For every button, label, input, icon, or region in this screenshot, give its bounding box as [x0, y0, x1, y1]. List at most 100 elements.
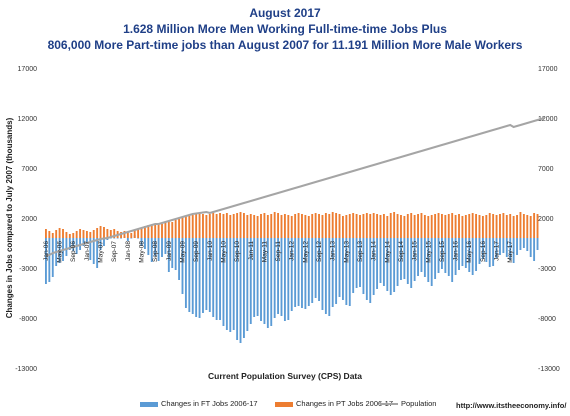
pt-bar — [420, 213, 423, 238]
pt-bar — [191, 215, 194, 238]
pt-bar — [324, 213, 327, 238]
pt-bar — [202, 214, 204, 238]
pt-bar — [423, 215, 426, 238]
pt-bar — [355, 214, 358, 238]
pt-bar — [188, 216, 191, 238]
pt-bar — [348, 214, 351, 238]
pt-bar — [536, 214, 539, 238]
ft-bar — [260, 238, 262, 321]
pt-bar — [256, 216, 259, 238]
x-tick-label: Jan-09 — [166, 241, 173, 261]
pt-bar — [222, 214, 225, 238]
pt-bar — [294, 214, 297, 238]
x-tick-label: May-15 — [425, 241, 432, 263]
x-tick-label: May-06 — [57, 241, 64, 263]
pt-bar — [314, 213, 317, 238]
pt-bar — [48, 231, 51, 238]
pt-bar — [58, 228, 61, 238]
pt-bar — [167, 221, 170, 238]
pt-bar — [144, 226, 146, 238]
x-tick-label: Sep-12 — [316, 241, 323, 262]
ft-bar — [342, 238, 344, 300]
ft-bar — [345, 238, 348, 305]
ft-bar — [499, 238, 501, 255]
population-line — [45, 117, 545, 257]
ft-bar — [348, 238, 351, 306]
ft-bar — [427, 238, 430, 282]
ft-bar — [522, 238, 525, 248]
pt-bar — [92, 230, 95, 238]
ft-bar — [471, 238, 474, 275]
pt-bar — [478, 215, 481, 238]
pt-bar — [437, 213, 440, 238]
pt-bar — [481, 216, 484, 238]
x-tick-label: Sep-09 — [193, 241, 200, 262]
ft-bar — [126, 238, 129, 241]
x-tick-label: Sep-15 — [439, 241, 446, 262]
pt-bar — [362, 214, 365, 238]
ft-bar — [434, 238, 437, 279]
pt-bar — [301, 214, 303, 238]
ft-bar — [505, 238, 508, 257]
pt-bar — [345, 215, 348, 238]
pt-bar — [181, 217, 184, 238]
ft-bar — [174, 238, 177, 270]
ft-bar — [147, 238, 150, 255]
ft-bar — [273, 238, 276, 318]
ft-bar — [437, 238, 440, 273]
pt-bar — [212, 213, 215, 238]
ft-bar — [137, 238, 140, 239]
x-tick-label: Jan-13 — [330, 241, 337, 261]
pt-bar — [150, 225, 153, 238]
pt-bar — [526, 215, 529, 238]
ft-bar — [144, 238, 146, 249]
x-tick-label: May-17 — [507, 241, 514, 263]
pt-bar — [382, 214, 385, 238]
ft-bar — [171, 238, 174, 268]
x-tick-label: Sep-13 — [357, 241, 364, 262]
y-tick-label-right: 2000 — [538, 216, 554, 223]
ft-bar — [488, 238, 491, 267]
ft-bar — [113, 238, 116, 239]
pt-bar — [277, 213, 280, 238]
pt-bar — [45, 229, 47, 238]
pt-bar — [290, 216, 293, 238]
pt-bar — [225, 213, 228, 238]
ft-bar — [150, 238, 153, 262]
ft-bar — [396, 238, 399, 286]
ft-bar — [365, 238, 368, 300]
pt-bar — [311, 214, 314, 238]
ft-bar — [481, 238, 484, 259]
ft-bar — [509, 238, 512, 260]
y-tick-label-right: -8000 — [538, 316, 556, 323]
x-tick-label: Sep-07 — [111, 241, 118, 262]
ft-bar — [321, 238, 324, 310]
ft-bar — [492, 238, 495, 266]
pt-bar — [369, 214, 372, 238]
pt-bar — [239, 212, 242, 238]
x-axis-label: Current Population Survey (CPS) Data — [208, 371, 362, 381]
x-tick-label: Sep-16 — [480, 241, 487, 262]
pt-bar — [396, 214, 399, 238]
x-tick-label: May-07 — [98, 241, 105, 263]
ft-bar — [423, 238, 426, 277]
ft-bar — [410, 238, 413, 288]
pt-bar — [232, 214, 235, 238]
ft-bar — [229, 238, 232, 332]
x-tick-label: Jan-14 — [371, 241, 378, 261]
pt-bar — [82, 230, 85, 238]
ft-bar — [355, 238, 358, 288]
pt-bar — [103, 227, 105, 238]
pt-bar — [137, 229, 140, 238]
pt-bar — [283, 214, 286, 238]
ft-bar — [116, 238, 119, 239]
pt-bar — [55, 230, 58, 238]
y-tick-label-left: -13000 — [15, 366, 37, 373]
pt-bar — [475, 214, 478, 238]
pt-bar — [164, 222, 167, 238]
x-tick-label: May-14 — [384, 241, 391, 263]
pt-bar — [68, 234, 71, 238]
ft-bar — [536, 238, 539, 250]
ft-bar — [420, 238, 423, 272]
ft-bar — [512, 238, 515, 263]
